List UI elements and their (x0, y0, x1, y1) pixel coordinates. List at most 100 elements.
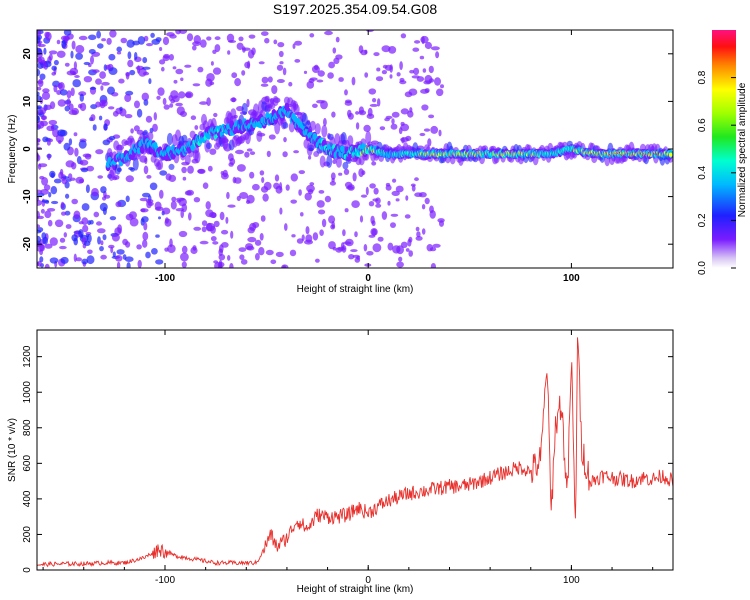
heatmap-noise-blob (78, 229, 84, 238)
heatmap-noise-blob (166, 32, 175, 37)
heatmap-halo-blob (365, 130, 372, 145)
heatmap-halo-blob (256, 130, 263, 142)
heatmap-noise-blob (74, 75, 80, 78)
heatmap-noise-blob (164, 247, 169, 252)
heatmap-noise-blob (199, 101, 208, 105)
heatmap-noise-blob (221, 172, 229, 180)
heatmap-noise-blob (238, 247, 247, 253)
heatmap-noise-blob (283, 137, 287, 143)
heatmap-noise-blob (234, 177, 242, 184)
heatmap-noise-blob (246, 98, 250, 108)
heatmap-noise-blob (206, 36, 212, 41)
heatmap-halo-blob (132, 157, 139, 171)
heatmap-noise-blob (146, 175, 152, 179)
heatmap-noise-blob (64, 105, 70, 112)
heatmap-noise-blob (238, 36, 244, 42)
heatmap-noise-blob (155, 234, 160, 238)
heatmap-noise-blob (282, 265, 287, 268)
heatmap-noise-blob (100, 186, 107, 194)
heatmap-noise-blob (305, 226, 310, 235)
heatmap-noise-blob (387, 200, 391, 206)
heatmap-noise-blob (97, 175, 103, 179)
heatmap-noise-blob (338, 77, 344, 82)
colorbar-gradient (712, 30, 736, 268)
heatmap-noise-blob (293, 150, 299, 154)
snr-frame (36, 329, 674, 571)
heatmap-noise-blob (199, 240, 209, 245)
heatmap-noise-blob (159, 189, 164, 199)
heatmap-noise-blob (192, 83, 201, 87)
heatmap-noise-blob (97, 236, 101, 245)
heatmap-noise-blob (359, 215, 364, 223)
heatmap-noise-blob (37, 36, 41, 44)
heatmap-noise-blob (75, 45, 85, 54)
heatmap-noise-blob (284, 223, 288, 231)
heatmap-noise-blob (72, 79, 81, 88)
heatmap-halo-blob (305, 120, 312, 130)
heatmap-noise-blob (64, 210, 71, 216)
heatmap-noise-blob (155, 37, 162, 42)
heatmap-noise-blob (139, 197, 148, 202)
heatmap-noise-blob (276, 64, 284, 71)
heatmap-noise-blob (142, 57, 148, 64)
heatmap-noise-blob (373, 52, 380, 57)
heatmap-noise-blob (126, 39, 135, 48)
heatmap-noise-blob (396, 72, 401, 77)
heatmap-noise-blob (73, 253, 77, 262)
heatmap-halo-blob (272, 95, 279, 107)
heatmap-noise-blob (154, 201, 162, 211)
heatmap-halo-blob (116, 144, 123, 156)
heatmap-noise-blob (80, 167, 89, 173)
heatmap-noise-blob (92, 124, 97, 131)
heatmap-noise-blob (206, 97, 211, 107)
heatmap-noise-blob (187, 165, 194, 174)
heatmap-noise-blob (192, 45, 197, 51)
heatmap-noise-blob (314, 64, 319, 71)
x-tick-label: 100 (563, 575, 580, 586)
heatmap-noise-blob (275, 251, 284, 258)
heatmap-noise-blob (125, 72, 131, 77)
heatmap-noise-blob (282, 151, 288, 158)
heatmap-halo-blob (314, 123, 321, 135)
heatmap-noise-blob (48, 119, 58, 126)
heatmap-noise-blob (211, 212, 217, 219)
heatmap-noise-blob (164, 217, 169, 224)
heatmap-noise-blob (221, 242, 229, 248)
heatmap-noise-blob (422, 68, 427, 73)
heatmap-noise-blob (282, 67, 287, 76)
heatmap-noise-blob (375, 203, 382, 208)
figure-title: S197.2025.354.09.54.G08 (273, 1, 437, 17)
heatmap-halo-blob (168, 163, 175, 170)
heatmap-noise-blob (116, 261, 121, 268)
heatmap-noise-blob (49, 257, 59, 264)
heatmap-noise-blob (37, 95, 42, 102)
heatmap-noise-blob (61, 178, 68, 185)
heatmap-noise-blob (197, 169, 205, 174)
heatmap-halo-blob (230, 108, 237, 119)
heatmap-noise-blob (379, 126, 386, 131)
heatmap-noise-blob (101, 81, 110, 86)
heatmap-noise-blob (413, 67, 420, 76)
heatmap-noise-blob (178, 230, 188, 238)
heatmap-noise-blob (97, 43, 104, 49)
heatmap-noise-blob (265, 249, 274, 256)
heatmap-noise-blob (103, 123, 108, 131)
heatmap-noise-blob (71, 198, 78, 205)
heatmap-noise-blob (235, 149, 244, 155)
heatmap-noise-blob (64, 62, 70, 67)
spectrogram-y-ticks: -20 -10 0 10 20 (22, 48, 673, 251)
heatmap-noise-blob (99, 71, 106, 79)
heatmap-noise-blob (258, 61, 265, 65)
heatmap-noise-blob (37, 68, 41, 77)
snr-plot-area (37, 330, 673, 570)
heatmap-noise-blob (428, 65, 434, 74)
heatmap-noise-blob (63, 30, 72, 36)
heatmap-noise-blob (423, 128, 431, 132)
heatmap-noise-blob (236, 164, 246, 172)
heatmap-halo-blob (282, 122, 289, 129)
heatmap-noise-blob (259, 170, 265, 176)
colorbar-label: Normalized spectral amplitude (737, 82, 748, 217)
heatmap-noise-blob (100, 85, 104, 91)
heatmap-noise-blob (332, 246, 337, 251)
heatmap-noise-blob (86, 165, 95, 172)
